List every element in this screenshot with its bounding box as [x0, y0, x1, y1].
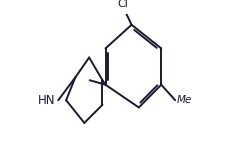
- Text: HN: HN: [38, 94, 55, 107]
- Text: Me: Me: [176, 95, 191, 105]
- Text: Cl: Cl: [117, 0, 128, 9]
